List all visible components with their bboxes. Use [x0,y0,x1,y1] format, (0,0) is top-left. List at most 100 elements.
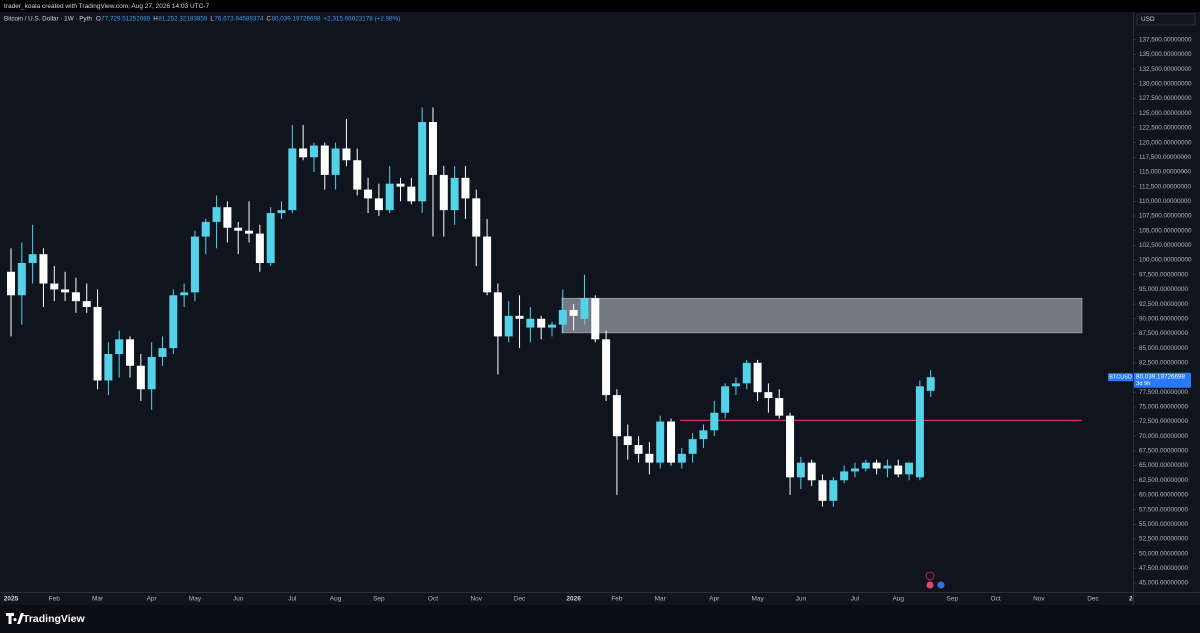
candle-body [364,189,373,199]
y-tick-label: 55,000.00000000 [1139,521,1189,528]
candle-body [753,362,762,393]
candle-body [28,254,37,263]
x-tick-label: Feb [611,596,623,603]
currency-box [1136,13,1196,26]
candle-body [829,480,838,501]
x-tick-label: Mar [92,596,104,603]
x-tick-label: May [189,596,202,603]
candle-body [266,213,275,263]
x-tick-label: Mar [655,596,667,603]
candle-body [320,145,329,175]
candle-body [558,309,567,325]
candle-body [82,301,91,308]
x-tick-label: Apr [147,596,158,603]
caption: trader_koala created with TradingView.co… [4,3,209,10]
y-tick-label: 120,000.00000000 [1139,139,1192,146]
footer-logo: TradingView [6,613,85,625]
candle-body [353,160,362,190]
candle-body [234,227,243,231]
candle-body [612,395,621,437]
candle-body [807,462,816,481]
candle-body [515,315,524,319]
price-axis: 45,000.00000000 47,500.00000000 50,000.000… [1133,37,1192,587]
candle-body [472,198,481,237]
x-tick-label: 2025 [4,596,19,603]
candle-body [699,430,708,440]
y-tick-label: 50,000.00000000 [1139,550,1189,557]
candle-body [764,392,773,399]
x-tick-label: Sep [373,596,385,603]
y-tick-label: 47,500.00000000 [1139,565,1189,572]
candle-body [439,174,448,211]
x-tick-label: Oct [428,596,438,603]
candle-body [255,233,264,263]
candle-body [796,462,805,478]
candle-body [180,292,189,296]
x-tick-label: Nov [470,596,482,603]
candle-body [526,318,535,328]
last-price-label: 80,039.19726698 [1136,373,1186,380]
candle-body [677,453,686,463]
x-tick-label: Jul [851,596,860,603]
candle-body [645,453,654,463]
y-tick-label: 112,500.00000000 [1139,183,1192,190]
candle-body [428,122,437,175]
y-tick-label: 127,500.00000000 [1139,95,1192,102]
candle-body [905,462,914,475]
candle-body [17,262,26,296]
y-tick-label: 72,500.00000000 [1139,418,1189,425]
candle-body [710,412,719,431]
legend-text: 80,039.19726698 [271,16,321,23]
x-tick-label: Sep [947,596,959,603]
candle-body [883,465,892,469]
candle-body [656,421,665,463]
x-tick-label: Nov [1033,596,1045,603]
y-tick-label: 122,500.00000000 [1139,125,1192,132]
y-tick-label: 52,500.00000000 [1139,536,1189,543]
y-tick-label: 135,000.00000000 [1139,51,1192,58]
candle-body [61,289,70,293]
candle-body [591,298,600,340]
x-tick-label: Dec [514,596,526,603]
legend-text: Bitcoin / U.S. Dollar · 1W · Pyth [4,16,92,23]
candle-body [7,271,15,296]
y-tick-label: 97,500.00000000 [1139,271,1189,278]
candle-body [288,148,297,211]
candle-body [50,283,59,290]
y-tick-label: 105,000.00000000 [1139,227,1192,234]
currency: USD [1141,16,1155,23]
candle-body [342,148,351,161]
y-tick-label: 70,000.00000000 [1139,433,1189,440]
time-axis: 2025 Feb Mar Apr May Jun Jul Aug Sep Oct Nov Dec 202… [4,596,1133,603]
y-tick-label: 57,500.00000000 [1139,506,1189,513]
candle-body [915,386,924,478]
legend-text: H [153,16,158,23]
y-tick-label: 100,000.00000000 [1139,257,1192,264]
logo-text: TradingView [23,613,85,625]
candle-body [201,221,210,237]
candle-body [190,236,199,293]
x-tick-label: Oct [991,596,1001,603]
legend-text: 77,729.51252089 [101,16,151,23]
candle-body [667,421,676,463]
candle-body [840,471,849,481]
y-tick-label: 65,000.00000000 [1139,462,1189,469]
y-tick-label: 82,500.00000000 [1139,359,1189,366]
price-zone [561,297,1083,334]
candle-body [158,348,167,357]
candle-body [331,148,340,175]
candle-body [169,295,178,349]
y-tick-label: 67,500.00000000 [1139,448,1189,455]
candle-body [71,292,80,302]
event-icons [925,571,945,589]
candle-body [418,122,427,202]
legend-text: 76,673.94589374 [214,16,264,23]
candle-body [602,339,611,396]
y-tick-label: 92,500.00000000 [1139,301,1189,308]
candle-body [894,465,903,475]
y-tick-label: 95,000.00000000 [1139,286,1189,293]
event-icon [926,581,934,589]
candle-body [861,462,870,469]
candle-body [396,183,405,187]
candle-body [115,339,124,354]
